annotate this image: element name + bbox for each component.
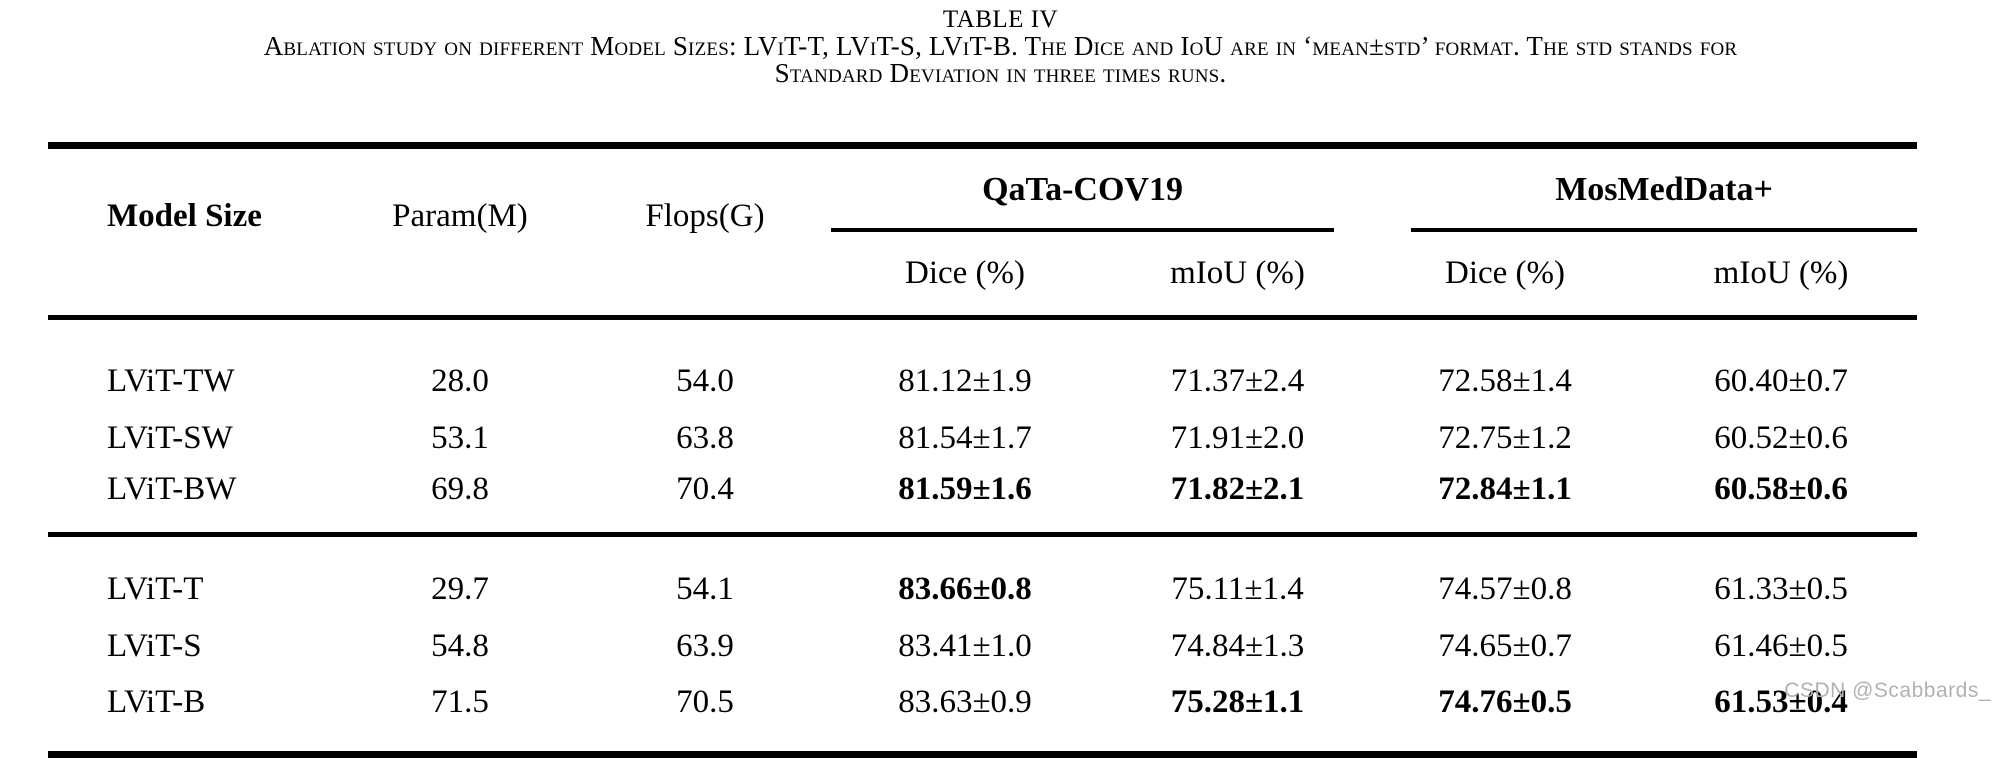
cell-model: LViT-S — [107, 627, 202, 664]
ablation-table: Model Size Param(M) Flops(G) QaTa-COV19 … — [48, 142, 1918, 758]
cell-miou-mos: 60.58±0.6 — [1714, 470, 1848, 507]
cell-param: 28.0 — [431, 362, 489, 399]
cell-flops: 54.1 — [676, 570, 734, 607]
caption-line-2: Standard Deviation in three times runs. — [774, 58, 1227, 88]
cell-param: 53.1 — [431, 419, 489, 456]
column-header-param: Param(M) — [392, 197, 528, 234]
cell-flops: 70.4 — [676, 470, 734, 507]
cell-dice-mos: 72.84±1.1 — [1438, 470, 1572, 507]
cell-model: LViT-BW — [107, 470, 237, 507]
cell-miou-qata: 71.37±2.4 — [1170, 362, 1305, 399]
cell-miou-qata: 75.28±1.1 — [1170, 683, 1305, 720]
cell-dice-mos: 72.75±1.2 — [1438, 419, 1572, 456]
cell-dice-qata: 81.54±1.7 — [898, 419, 1032, 456]
cell-dice-qata: 81.12±1.9 — [898, 362, 1032, 399]
cell-dice-qata: 83.63±0.9 — [898, 683, 1032, 720]
sub-header-row: Dice (%) mIoU (%) Dice (%) mIoU (%) — [48, 232, 1917, 318]
table-row: LViT-TW 28.0 54.0 81.12±1.9 71.37±2.4 72… — [48, 318, 1917, 417]
cell-flops: 63.8 — [676, 419, 734, 456]
table-row: LViT-B 71.5 70.5 83.63±0.9 75.28±1.1 74.… — [48, 671, 1917, 755]
table-row: LViT-BW 69.8 70.4 81.59±1.6 71.82±2.1 72… — [48, 460, 1917, 535]
cell-flops: 70.5 — [676, 683, 734, 720]
cell-dice-mos: 74.57±0.8 — [1438, 570, 1572, 607]
cell-miou-mos: 60.40±0.7 — [1714, 362, 1848, 399]
group-header-qata-label: QaTa-COV19 — [831, 172, 1335, 232]
csdn-watermark: CSDN @Scabbards_ — [1784, 679, 1991, 702]
cell-miou-qata: 75.11±1.4 — [1171, 570, 1304, 607]
group-header-mos-label: MosMedData+ — [1411, 172, 1918, 232]
cell-dice-qata: 83.41±1.0 — [898, 627, 1032, 664]
cell-param: 69.8 — [431, 470, 489, 507]
cell-flops: 54.0 — [676, 362, 734, 399]
table-label: TABLE IV — [942, 6, 1059, 33]
cell-param: 29.7 — [431, 570, 489, 607]
cell-miou-mos: 61.33±0.5 — [1714, 570, 1848, 607]
group-header-row: Model Size Param(M) Flops(G) QaTa-COV19 … — [48, 146, 1918, 234]
row-group-standard-models: LViT-T 29.7 54.1 83.66±0.8 75.11±1.4 74.… — [48, 535, 1917, 755]
column-header-model-size: Model Size — [107, 197, 262, 234]
column-header-dice-qata: Dice (%) — [904, 255, 1025, 291]
group-header-mosmeddata: MosMedData+ — [1365, 146, 1918, 232]
table-caption: Ablation study on different Model Sizes:… — [0, 33, 2001, 87]
cell-param: 71.5 — [431, 683, 489, 720]
cell-miou-qata: 74.84±1.3 — [1170, 627, 1305, 664]
table-header: Model Size Param(M) Flops(G) QaTa-COV19 … — [48, 146, 1918, 318]
cell-miou-mos: 61.46±0.5 — [1714, 627, 1848, 664]
cell-miou-qata: 71.82±2.1 — [1170, 470, 1305, 507]
cell-model: LViT-TW — [107, 362, 235, 399]
cell-dice-qata: 81.59±1.6 — [898, 470, 1032, 507]
cell-model: LViT-T — [107, 570, 204, 607]
cell-dice-qata: 83.66±0.8 — [898, 570, 1032, 607]
column-header-miou-mos: mIoU (%) — [1713, 255, 1849, 291]
table-row: LViT-T 29.7 54.1 83.66±0.8 75.11±1.4 74.… — [48, 535, 1917, 622]
cell-flops: 63.9 — [676, 627, 734, 664]
cell-model: LViT-B — [107, 683, 206, 720]
cell-model: LViT-SW — [107, 419, 233, 456]
cell-dice-mos: 74.76±0.5 — [1438, 683, 1572, 720]
column-header-flops: Flops(G) — [645, 197, 765, 234]
cell-dice-mos: 74.65±0.7 — [1438, 627, 1572, 664]
cell-miou-qata: 71.91±2.0 — [1170, 419, 1305, 456]
group-header-qata-cov19: QaTa-COV19 — [820, 146, 1365, 232]
row-group-wide-models: LViT-TW 28.0 54.0 81.12±1.9 71.37±2.4 72… — [48, 318, 1918, 535]
cell-param: 54.8 — [431, 627, 489, 664]
column-header-dice-mos: Dice (%) — [1445, 255, 1566, 291]
table-row: LViT-S 54.8 63.9 83.41±1.0 74.84±1.3 74.… — [48, 621, 1917, 671]
table-row: LViT-SW 53.1 63.8 81.54±1.7 71.91±2.0 72… — [48, 416, 1917, 460]
column-header-miou-qata: mIoU (%) — [1170, 255, 1305, 291]
caption-line-1: Ablation study on different Model Sizes:… — [263, 31, 1738, 61]
cell-miou-mos: 60.52±0.6 — [1714, 419, 1848, 456]
cell-dice-mos: 72.58±1.4 — [1438, 362, 1572, 399]
